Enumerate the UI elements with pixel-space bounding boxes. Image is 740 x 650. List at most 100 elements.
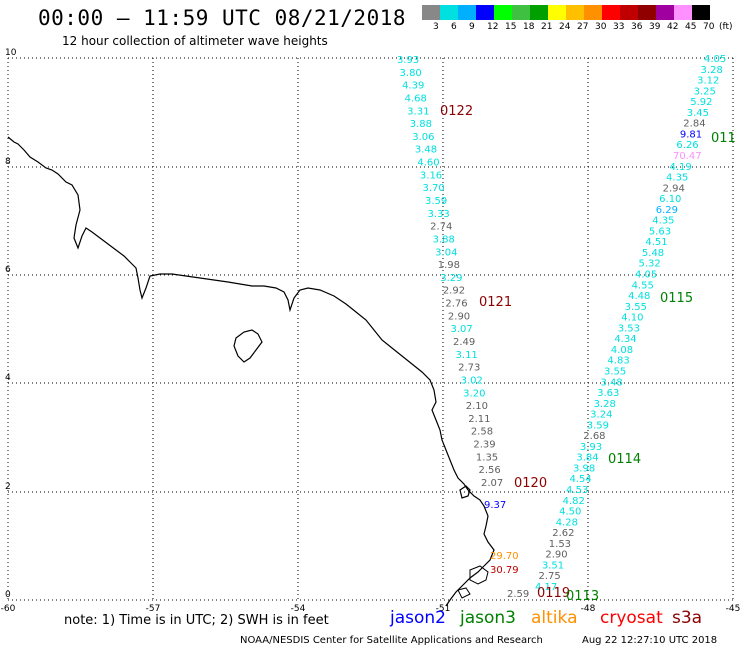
- color-scale-label: 70: [703, 22, 715, 32]
- wave-height-value: 4.50: [559, 507, 581, 518]
- satellite-legend-item: jason2: [390, 608, 446, 628]
- wave-height-value: 3.24: [590, 410, 612, 421]
- wave-height-value: 3.04: [435, 247, 457, 258]
- wave-height-value: 4.35: [652, 216, 674, 227]
- color-scale-cell: [512, 5, 530, 20]
- wave-height-value: 2.07: [481, 478, 503, 489]
- color-scale-cell: [494, 5, 512, 20]
- wave-height-value: 4.08: [611, 345, 633, 356]
- wave-height-value: 3.29: [440, 273, 462, 284]
- wave-height-value: 2.10: [466, 401, 488, 412]
- map-grid: -60 -57 -54 -51 -48 -45 0 2 4 6 8 10: [1, 48, 740, 614]
- wave-height-value: 3.51: [542, 560, 564, 571]
- wave-height-value: 6.29: [656, 205, 678, 216]
- wave-height-value: 2.75: [538, 571, 560, 582]
- wave-height-value: 3.20: [463, 388, 485, 399]
- color-scale-label: 33: [613, 22, 625, 32]
- y-tick-label: 10: [5, 48, 17, 58]
- wave-height-value: 2.73: [458, 363, 480, 374]
- color-scale-cell: [638, 5, 656, 20]
- color-scale-label: 3: [433, 22, 439, 32]
- coastline-islet: [459, 485, 471, 499]
- y-tick-label: 4: [5, 373, 11, 383]
- wave-height-value: 4.83: [607, 356, 629, 367]
- wave-height-value: 3.16: [420, 170, 442, 181]
- color-scale-label: 9: [469, 22, 475, 32]
- wave-height-value: 5.32: [638, 259, 660, 270]
- wave-height-value: 70.47: [673, 151, 702, 162]
- satellite-legend-item: jason3: [460, 608, 516, 628]
- coastline: [7, 136, 495, 607]
- wave-height-value: 3.02: [461, 375, 483, 386]
- wave-height-value: 3.28: [594, 399, 616, 410]
- pass-label: 0115: [660, 291, 693, 306]
- wave-height-value: 4.68: [405, 93, 427, 104]
- color-scale-cell: [656, 5, 674, 20]
- y-tick-label: 2: [5, 482, 11, 492]
- pass-label: 0114: [608, 452, 641, 467]
- coastline-delta: [457, 565, 489, 599]
- map-subtitle: 12 hour collection of altimeter wave hei…: [62, 34, 328, 48]
- y-tick-label: 6: [5, 265, 11, 275]
- wave-height-value: 3.33: [428, 209, 450, 220]
- color-scale-label: 42: [667, 22, 679, 32]
- wave-height-value: 9.37: [484, 500, 506, 511]
- wave-height-value: 3.59: [425, 196, 447, 207]
- wave-height-value: 2.11: [468, 414, 490, 425]
- wave-height-value: 4.53: [566, 485, 588, 496]
- wave-height-value: 3.84: [576, 453, 598, 464]
- wave-height-value: 4.19: [670, 162, 692, 173]
- coastline-mainland: [7, 136, 495, 607]
- wave-height-value: 6.26: [676, 140, 698, 151]
- wave-height-value: 3.07: [450, 324, 472, 335]
- color-scale-cell: [458, 5, 476, 20]
- wave-height-value: 2.39: [473, 440, 495, 451]
- wave-height-value: 3.28: [701, 65, 723, 76]
- wave-height-value: 5.92: [690, 97, 712, 108]
- wave-height-value: 3.93: [580, 442, 602, 453]
- color-scale-label: 27: [577, 22, 589, 32]
- wave-height-value: 2.90: [545, 550, 567, 561]
- satellite-legend-item: cryosat: [600, 608, 663, 628]
- wave-height-value: 3.11: [456, 350, 478, 361]
- x-tick-label: -51: [436, 604, 451, 614]
- color-scale-label: 12: [487, 22, 499, 32]
- wave-height-value: 5.48: [642, 248, 664, 259]
- color-scale-cell: [566, 5, 584, 20]
- wave-height-value: 2.90: [448, 311, 470, 322]
- pass-label: 0122: [440, 104, 473, 119]
- color-scale-label: 6: [451, 22, 457, 32]
- color-scale-cell: [692, 5, 710, 20]
- color-scale-label: 18: [523, 22, 535, 32]
- wave-height-value: 4.10: [621, 313, 643, 324]
- color-scale-label: 15: [505, 22, 517, 32]
- wave-height-value: 3.12: [697, 76, 719, 87]
- wave-height-value: 4.39: [402, 81, 424, 92]
- wave-height-value: 4.34: [614, 334, 636, 345]
- y-tick-label: 0: [5, 590, 11, 600]
- wave-height-value: 2.62: [552, 528, 574, 539]
- color-scale-label: 21: [541, 22, 553, 32]
- altimeter-track-values: 3.93 3.80 4.394.68 3.31 3.88 3.06 3.48 4.603.16…: [397, 54, 726, 600]
- pass-label: 0121: [479, 295, 512, 310]
- wave-height-value: 4.05: [704, 54, 726, 65]
- wave-height-value: 3.88: [410, 119, 432, 130]
- wave-height-value: 4.17: [535, 582, 557, 593]
- y-tick-label: 8: [5, 157, 11, 167]
- wave-height-value: 4.35: [666, 173, 688, 184]
- color-scale-label: 24: [559, 22, 571, 32]
- wave-height-value: 4.48: [628, 291, 650, 302]
- x-tick-label: -57: [146, 604, 161, 614]
- color-scale-cell: [422, 5, 440, 20]
- color-scale-cell: [440, 5, 458, 20]
- wave-height-value: 3.31: [407, 106, 429, 117]
- color-scale-label: 30: [595, 22, 607, 32]
- wave-height-value: 1.35: [476, 452, 498, 463]
- wave-height-value: 1.98: [438, 260, 460, 271]
- wave-height-value: 2.76: [445, 299, 467, 310]
- wave-height-value: 4.51: [645, 237, 667, 248]
- wave-height-value: 2.94: [663, 183, 685, 194]
- color-scale-cell: [620, 5, 638, 20]
- color-scale-label: 45: [685, 22, 697, 32]
- wave-height-value: 4.60: [417, 158, 439, 169]
